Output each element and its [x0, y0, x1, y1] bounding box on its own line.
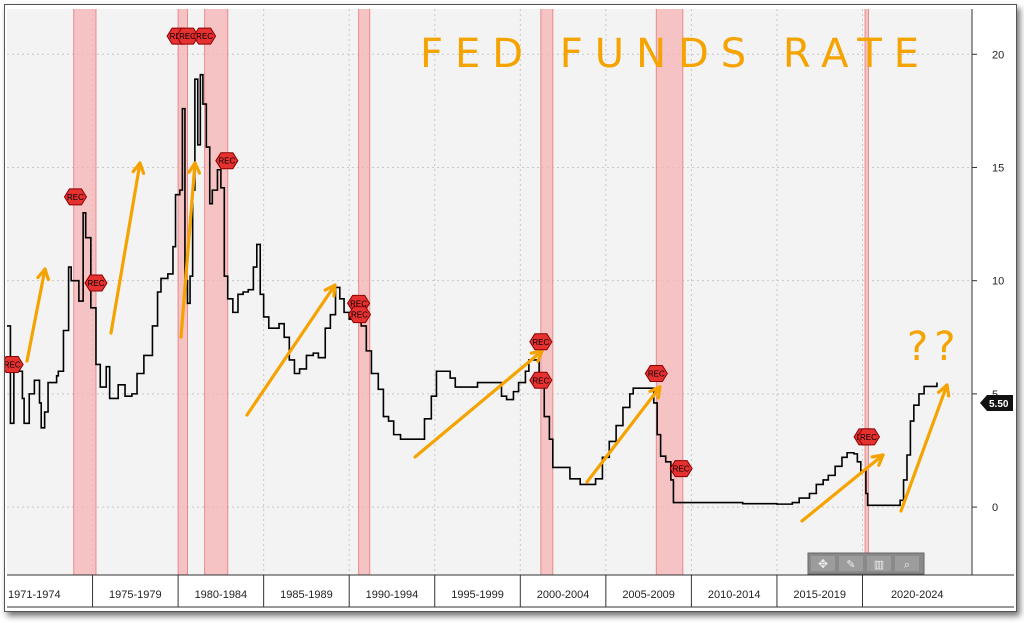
chart-title: FED FUNDS RATE: [420, 31, 931, 77]
annotation-arrow: [800, 453, 885, 523]
recession-band: [178, 9, 188, 575]
y-tick-label: 5: [992, 389, 998, 401]
rec-marker-label: REC: [860, 433, 877, 442]
rec-marker: REC: [529, 333, 553, 351]
chart-window: RECRECRECRECRECRECRECRECRECRECRECRECRECR…: [0, 4, 1017, 612]
svg-text:✎: ✎: [846, 559, 855, 571]
annotation-arrowhead: [648, 385, 662, 400]
move-icon[interactable]: ✥: [811, 556, 835, 571]
x-period-label: 1980-1984: [195, 589, 248, 601]
x-period-label: 1975-1979: [109, 589, 162, 601]
rec-marker: REC: [84, 274, 108, 292]
svg-text:▥: ▥: [874, 559, 884, 571]
annotation-arrowhead: [323, 283, 337, 298]
rec-marker-shape: [193, 27, 217, 45]
x-period-label: 2020-2024: [891, 589, 944, 601]
rec-marker-label: REC: [67, 193, 84, 202]
rec-marker: REC: [193, 27, 217, 45]
x-period-label: 1995-1999: [451, 589, 504, 601]
rec-marker: REC: [529, 371, 553, 389]
rec-marker: REC: [0, 355, 24, 373]
chart-toolbar: ✥ ✎ ▥ ⌕: [807, 552, 925, 575]
rec-marker-shape: [84, 274, 108, 292]
rec-marker-label: REC: [351, 311, 368, 320]
last-value-label: 5.50: [989, 399, 1009, 410]
rec-marker-label: REC: [5, 360, 21, 369]
recession-band: [358, 9, 370, 575]
recession-band: [540, 9, 553, 575]
rec-marker: REC: [669, 460, 693, 478]
svg-text:⌕: ⌕: [904, 559, 910, 571]
rec-marker-label: REC: [648, 370, 665, 379]
draw-icon[interactable]: ✎: [839, 556, 863, 571]
rec-marker-label: REC: [350, 299, 367, 308]
rec-marker-shape: [0, 355, 24, 373]
recession-markers: RECRECRECRECRECRECRECRECRECRECRECRECRECR…: [0, 27, 881, 478]
fed-funds-line: [7, 73, 938, 507]
gridlines: [7, 9, 972, 575]
annotation-arrowhead: [36, 267, 50, 282]
rec-marker-label: REC: [673, 465, 690, 474]
rec-marker-shape: [529, 371, 553, 389]
annotation-arrow: [413, 349, 544, 459]
rec-marker-shape: [856, 428, 881, 446]
x-period-labels: 1971-1974 1975-1979 1980-1984 1985-1989 1990…: [8, 575, 944, 607]
rec-marker: REC: [215, 152, 239, 170]
y-tick-label: 15: [992, 162, 1004, 174]
x-period-label: 1971-1974: [8, 589, 61, 601]
x-period-label: 2015-2019: [793, 589, 846, 601]
x-period-label: 1985-1989: [280, 589, 333, 601]
x-period-label: 2000-2004: [537, 589, 590, 601]
fed-funds-chart: RECRECRECRECRECRECRECRECRECRECRECRECRECR…: [0, 9, 1014, 608]
recession-band: [204, 9, 228, 575]
rec-marker-shape: [669, 460, 693, 478]
x-period-label: 2010-2014: [708, 589, 761, 601]
rec-marker-label: REC: [88, 279, 105, 288]
rec-marker: REC: [644, 365, 668, 383]
annotation-arrow: [585, 385, 662, 484]
last-value-badge: 5.50: [980, 395, 1013, 411]
y-tick-label: 20: [992, 49, 1004, 61]
annotation-arrowhead: [870, 453, 885, 467]
question-annotation: ??: [907, 324, 961, 370]
rec-marker-label: REC: [196, 32, 213, 41]
rec-marker: REC: [856, 428, 881, 446]
annotation-arrow: [245, 283, 337, 417]
annotation-arrowhead: [937, 383, 951, 398]
annotation-arrow: [25, 267, 47, 363]
recession-bands: [73, 9, 869, 575]
rec-marker-label: REC: [218, 157, 235, 166]
rec-marker-label: REC: [179, 32, 196, 41]
rec-marker: REC: [63, 188, 88, 206]
rec-marker-shape: [529, 333, 553, 351]
annotation-arrowhead: [131, 161, 146, 176]
zoom-icon[interactable]: ⌕: [895, 556, 919, 571]
rec-marker-label: REC: [532, 338, 549, 347]
rec-marker-shape: [63, 188, 88, 206]
y-tick-label: 0: [992, 502, 998, 514]
recession-band: [656, 9, 683, 575]
recession-band: [865, 9, 869, 575]
y-tick-labels: 0 5 10 15 20: [972, 49, 1004, 514]
series-layer: [7, 73, 938, 507]
rec-marker-label: REC: [532, 376, 549, 385]
rec-marker-shape: [347, 306, 372, 324]
rec-marker-shape: [215, 152, 239, 170]
x-period-label: 1990-1994: [366, 589, 419, 601]
rec-marker: REC: [347, 306, 372, 324]
annotation-arrow: [899, 383, 949, 513]
hand-drawn-arrows: [25, 161, 951, 523]
axes: [7, 9, 1014, 608]
annotation-arrowhead: [187, 161, 202, 175]
svg-text:✥: ✥: [818, 557, 828, 571]
annotation-arrow: [109, 161, 142, 335]
x-period-label: 2005-2009: [622, 589, 675, 601]
rec-marker-shape: [644, 365, 668, 383]
annotation-arrowhead: [529, 349, 544, 363]
bars-icon[interactable]: ▥: [867, 556, 891, 571]
plot-background: [7, 9, 972, 575]
annotation-arrow: [179, 161, 197, 339]
y-tick-label: 10: [992, 276, 1004, 288]
recession-band: [73, 9, 96, 575]
